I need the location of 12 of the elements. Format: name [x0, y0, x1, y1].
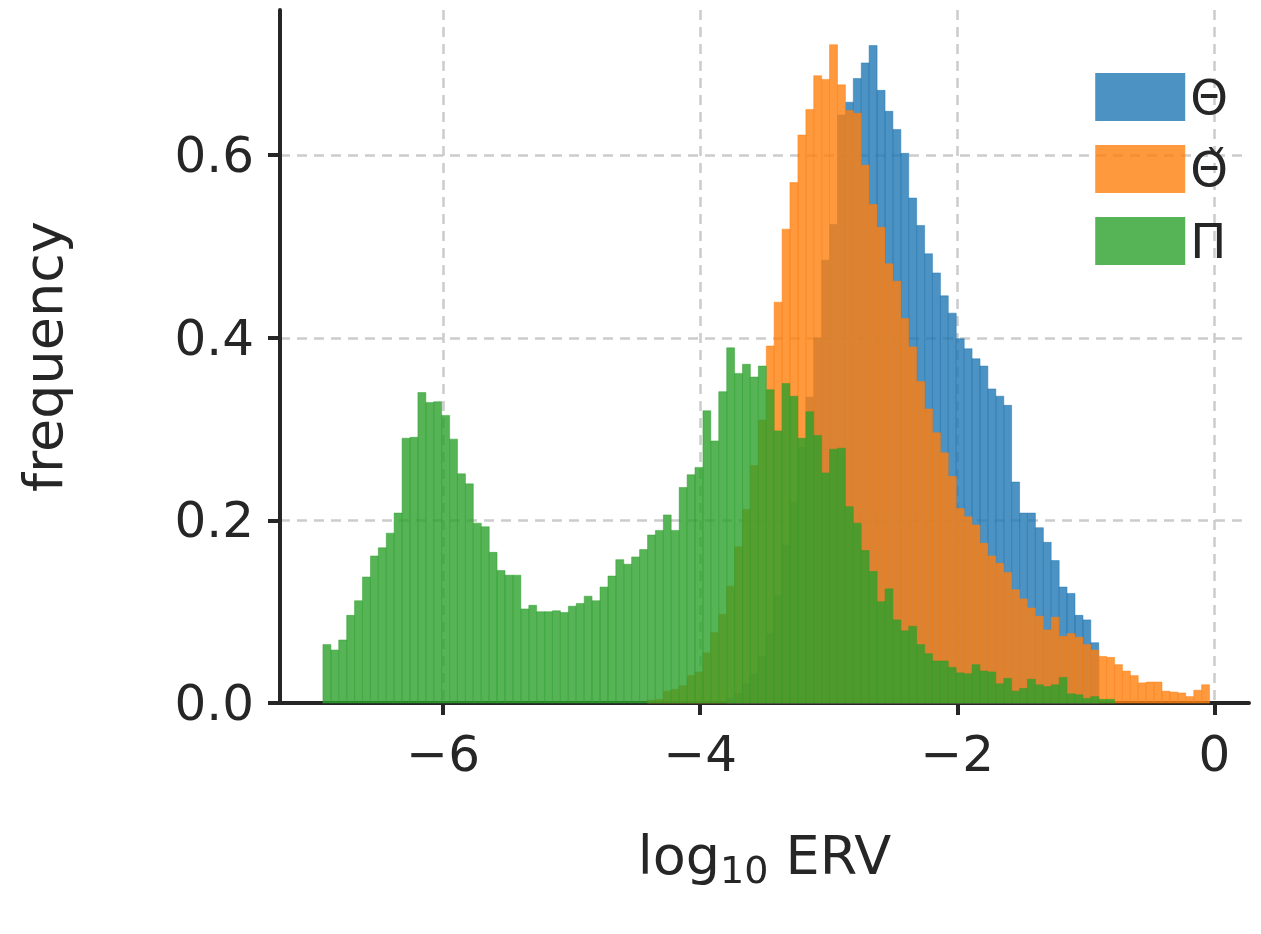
- x-tick-label: 0: [1198, 725, 1231, 783]
- x-tick-label: −2: [920, 725, 995, 783]
- legend-label: Θ̌: [1190, 141, 1228, 197]
- y-tick-label: 0.6: [174, 126, 254, 185]
- legend-label: Θ: [1190, 69, 1228, 125]
- x-tick-label: −4: [663, 725, 738, 783]
- y-tick-label: 0.0: [174, 674, 254, 732]
- legend-label: Π: [1190, 213, 1227, 269]
- x-tick-label: −6: [406, 725, 481, 783]
- y-tick-label: 0.2: [174, 491, 254, 550]
- y-axis-title: frequency: [11, 221, 75, 492]
- y-tick-label: 0.4: [174, 308, 254, 367]
